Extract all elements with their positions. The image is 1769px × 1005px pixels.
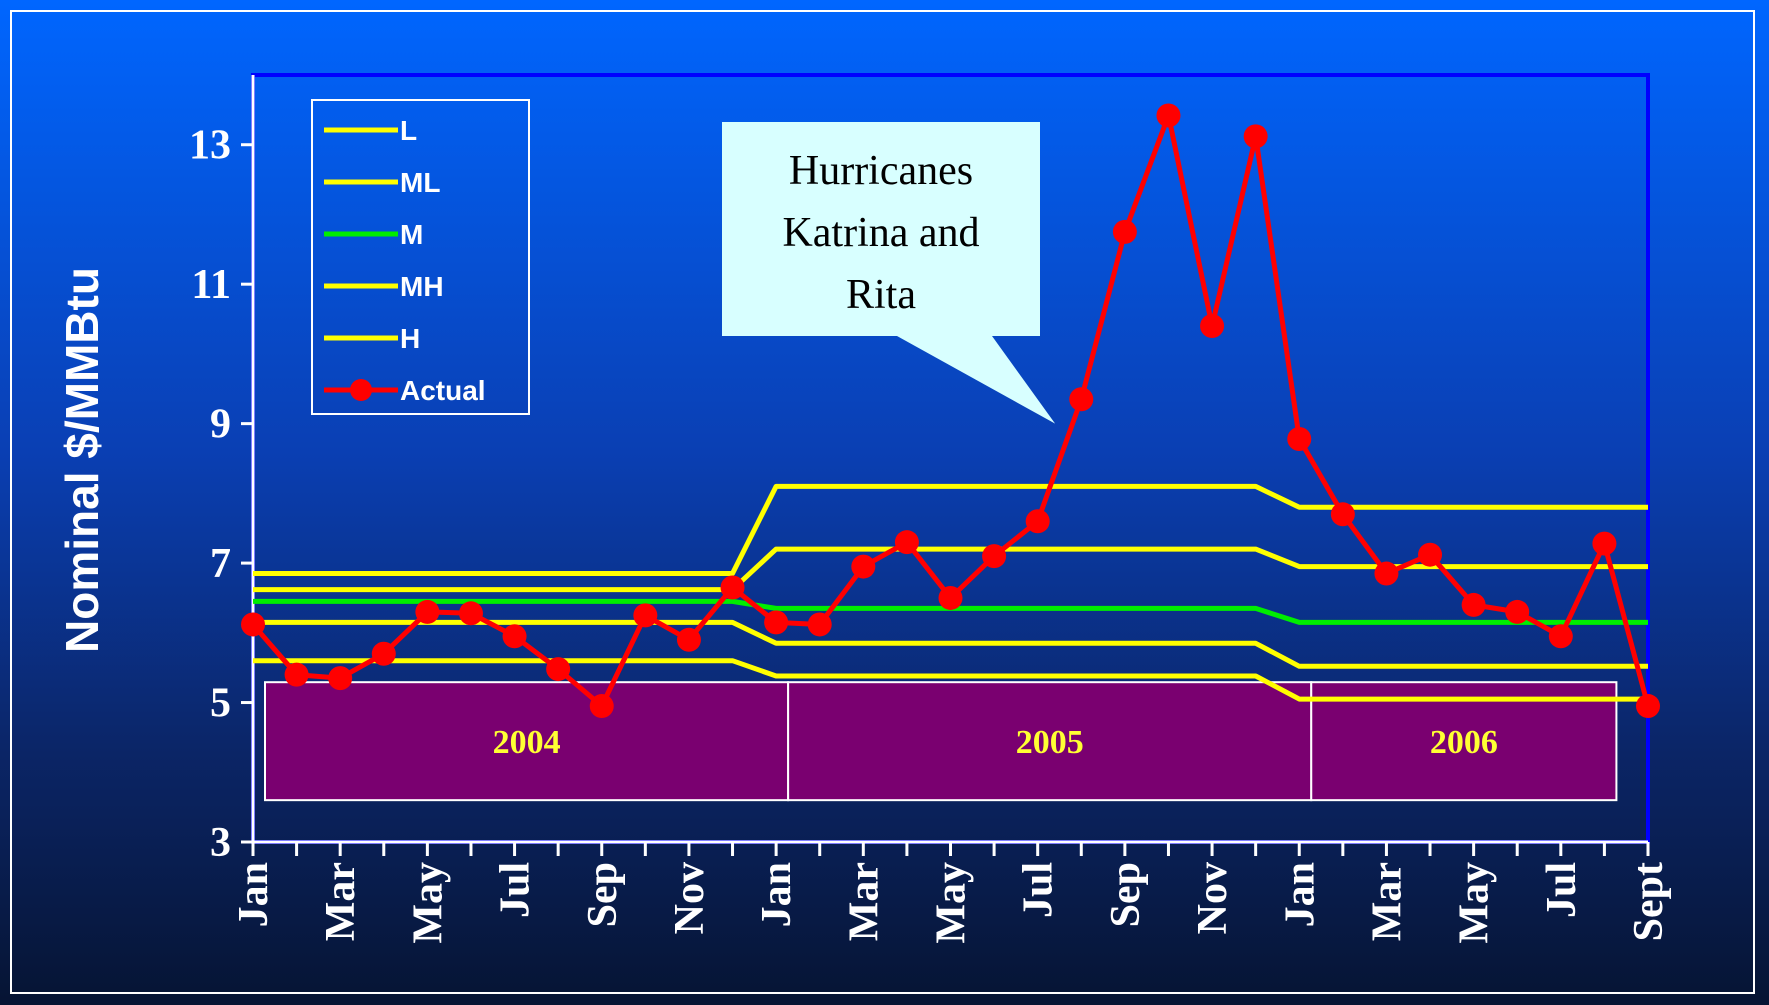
actual-point-25 <box>1330 502 1355 527</box>
actual-point-28 <box>1461 592 1486 617</box>
legend-label-actual: Actual <box>400 375 486 406</box>
y-tick-label-5: 5 <box>210 681 231 727</box>
callout-line-2: Rita <box>846 272 916 318</box>
actual-point-23 <box>1243 124 1268 149</box>
actual-point-1 <box>284 662 309 687</box>
x-tick-label-16: Sept <box>1626 862 1672 941</box>
actual-point-13 <box>807 612 832 637</box>
callout-line-1: Katrina and <box>782 210 979 256</box>
year-band-label-2005: 2005 <box>1016 724 1084 761</box>
actual-point-7 <box>546 657 571 682</box>
year-band-2006 <box>1310 681 1618 802</box>
y-tick-label-11: 11 <box>191 262 231 308</box>
actual-point-6 <box>502 624 527 649</box>
x-tick-label-10: Sep <box>1103 862 1149 927</box>
x-tick-label-7: Mar <box>841 862 887 941</box>
x-tick-label-13: Mar <box>1364 862 1410 941</box>
y-tick-label-9: 9 <box>210 402 231 448</box>
actual-point-12 <box>764 610 789 635</box>
callout-pointer <box>897 336 1056 424</box>
actual-point-3 <box>371 641 396 666</box>
x-tick-label-4: Sep <box>580 862 626 927</box>
actual-point-14 <box>851 554 876 579</box>
series-line-mh <box>253 546 1648 593</box>
actual-point-20 <box>1112 219 1137 244</box>
actual-point-31 <box>1592 531 1617 556</box>
actual-point-5 <box>458 601 483 626</box>
year-band-2004 <box>264 681 790 802</box>
x-tick-label-15: Jul <box>1539 862 1585 918</box>
actual-point-16 <box>938 585 963 610</box>
x-tick-label-1: Mar <box>318 862 364 941</box>
year-band-label-2004: 2004 <box>493 724 561 761</box>
actual-point-0 <box>241 612 265 637</box>
legend-label-mh: MH <box>400 271 444 302</box>
series-line-h <box>253 483 1648 576</box>
actual-point-10 <box>676 627 701 652</box>
y-tick-label-3: 3 <box>210 820 231 866</box>
actual-point-8 <box>589 694 614 719</box>
callout-line-0: Hurricanes <box>789 148 973 194</box>
series-line-l <box>253 658 1648 702</box>
callout-box <box>722 122 1040 336</box>
actual-point-9 <box>633 603 658 628</box>
legend-box <box>311 99 530 415</box>
legend-label-m: M <box>400 219 423 250</box>
y-axis-title: Nominal $/MMBtu <box>56 267 108 653</box>
x-tick-label-12: Jan <box>1277 862 1323 927</box>
actual-point-18 <box>1025 509 1050 534</box>
actual-point-30 <box>1548 624 1573 649</box>
x-tick-label-8: May <box>929 862 975 944</box>
y-tick-label-7: 7 <box>210 541 231 587</box>
actual-point-21 <box>1156 103 1181 128</box>
x-tick-label-9: Jul <box>1016 862 1062 918</box>
actual-point-22 <box>1200 314 1225 339</box>
year-band-label-2006: 2006 <box>1430 724 1498 761</box>
legend-label-h: H <box>400 323 420 354</box>
x-tick-label-5: Nov <box>667 862 713 934</box>
actual-point-27 <box>1418 542 1443 567</box>
actual-point-26 <box>1374 561 1399 586</box>
series-line-m <box>253 598 1648 625</box>
x-tick-label-6: Jan <box>754 862 800 927</box>
actual-point-4 <box>415 599 440 624</box>
x-tick-label-11: Nov <box>1190 862 1236 934</box>
y-tick-label-13: 13 <box>189 123 231 169</box>
actual-point-32 <box>1636 694 1660 719</box>
year-band-2005 <box>787 681 1313 802</box>
x-tick-label-3: Jul <box>493 862 539 918</box>
x-tick-label-14: May <box>1452 862 1498 944</box>
actual-point-2 <box>328 666 353 691</box>
actual-point-17 <box>982 544 1007 569</box>
actual-point-15 <box>894 530 919 555</box>
legend-marker-actual <box>350 379 372 401</box>
x-tick-label-0: Jan <box>231 862 277 927</box>
legend-label-l: L <box>400 115 417 146</box>
x-tick-label-2: May <box>405 862 451 944</box>
actual-point-11 <box>720 575 745 600</box>
actual-point-29 <box>1505 599 1530 624</box>
actual-point-24 <box>1287 426 1312 451</box>
actual-point-19 <box>1069 387 1094 412</box>
legend-label-ml: ML <box>400 167 440 198</box>
